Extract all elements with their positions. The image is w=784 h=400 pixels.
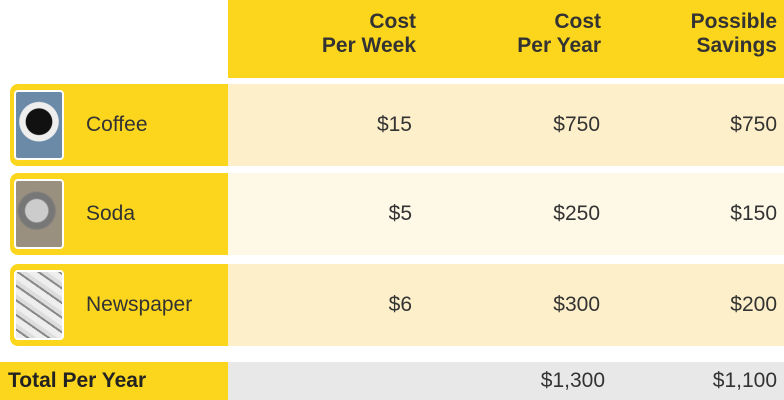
row-value: $750 (627, 84, 777, 166)
row-value: $6 (262, 264, 412, 346)
page-body: CostPer Week CostPer Year PossibleSaving… (0, 0, 784, 400)
row-value: $15 (262, 84, 412, 166)
row-value: $300 (450, 264, 600, 346)
header-line: Possible (607, 10, 777, 34)
row-value: $250 (450, 173, 600, 255)
row-value: $750 (450, 84, 600, 166)
header-line: Per Year (431, 34, 601, 58)
row-name: Newspaper (86, 264, 192, 346)
total-label: Total Per Year (0, 362, 228, 400)
row-icon (14, 270, 64, 340)
total-value: $1,100 (627, 362, 777, 400)
header-line: Per Week (246, 34, 416, 58)
page: {"table": { "headers": [["Cost", "Per We… (0, 0, 784, 400)
header-line: Savings (607, 34, 777, 58)
row-value: $150 (627, 173, 777, 255)
row-icon (14, 179, 64, 249)
row-name: Soda (86, 173, 135, 255)
row-value: $200 (627, 264, 777, 346)
header-line: Cost (431, 10, 601, 34)
header-line: Cost (246, 10, 416, 34)
row-value: $5 (262, 173, 412, 255)
row-name: Coffee (86, 84, 148, 166)
row-icon (14, 90, 64, 160)
total-value: $1,300 (455, 362, 605, 400)
